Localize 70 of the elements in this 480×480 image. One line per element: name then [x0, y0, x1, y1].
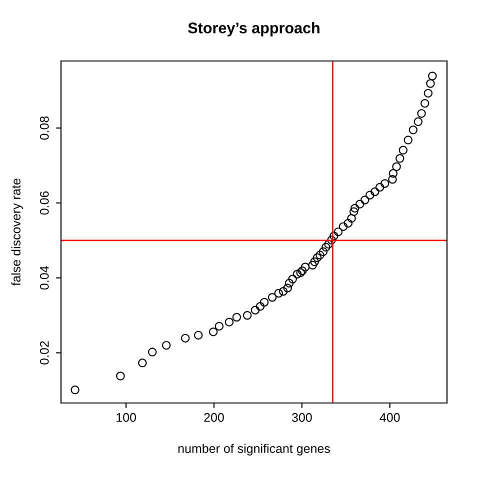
chart-title: Storey’s approach — [188, 22, 320, 36]
point — [194, 330, 203, 340]
x-axis-title: number of significant genes — [178, 444, 330, 456]
point — [310, 257, 319, 266]
point — [162, 340, 171, 350]
point — [288, 274, 297, 284]
y-tick-label: 0.06 — [40, 191, 49, 215]
point — [138, 358, 147, 368]
point — [350, 207, 358, 216]
point — [250, 306, 260, 314]
point — [322, 242, 330, 252]
point — [417, 109, 426, 118]
point — [180, 334, 190, 343]
point — [224, 318, 234, 326]
point — [398, 146, 408, 155]
point — [360, 196, 370, 204]
point — [424, 88, 433, 98]
point — [388, 169, 398, 178]
point — [414, 117, 423, 126]
point — [338, 222, 348, 231]
x-tick-label: 200 — [204, 413, 224, 422]
y-tick-label: 0.04 — [40, 266, 49, 290]
point — [208, 327, 218, 336]
point — [278, 287, 288, 296]
point — [426, 79, 435, 88]
y-axis-title: false discovery rate — [11, 178, 23, 286]
point — [116, 372, 125, 380]
point — [300, 262, 310, 272]
point — [392, 162, 401, 172]
point — [298, 266, 307, 276]
point — [283, 284, 292, 292]
point — [324, 240, 333, 249]
point — [330, 232, 338, 240]
point — [327, 236, 336, 244]
point — [350, 204, 360, 213]
point — [148, 348, 157, 356]
point — [308, 260, 317, 270]
point — [274, 288, 283, 298]
point — [316, 250, 324, 260]
point — [318, 247, 328, 256]
point — [334, 227, 343, 236]
point — [370, 187, 380, 196]
y-tick-label: 0.02 — [40, 341, 49, 364]
y-tick-label: 0.08 — [40, 116, 49, 140]
point — [380, 179, 390, 188]
x-tick-label: 100 — [116, 413, 136, 422]
point — [284, 278, 294, 288]
point — [296, 268, 305, 278]
point — [292, 270, 302, 279]
point — [355, 200, 364, 208]
point — [214, 322, 224, 331]
x-tick-label: 300 — [292, 413, 312, 422]
point — [232, 312, 242, 322]
point — [408, 126, 418, 134]
x-tick-label: 400 — [380, 413, 400, 422]
point — [70, 386, 80, 394]
point — [420, 98, 430, 108]
point — [312, 253, 322, 262]
point — [375, 182, 384, 192]
point — [347, 214, 356, 223]
point — [404, 136, 413, 144]
point — [428, 72, 437, 80]
point — [388, 174, 397, 184]
point — [268, 292, 277, 302]
point — [256, 302, 265, 311]
point — [242, 310, 252, 320]
point — [260, 298, 269, 307]
point — [395, 154, 404, 163]
point — [344, 218, 353, 228]
point — [366, 190, 374, 200]
